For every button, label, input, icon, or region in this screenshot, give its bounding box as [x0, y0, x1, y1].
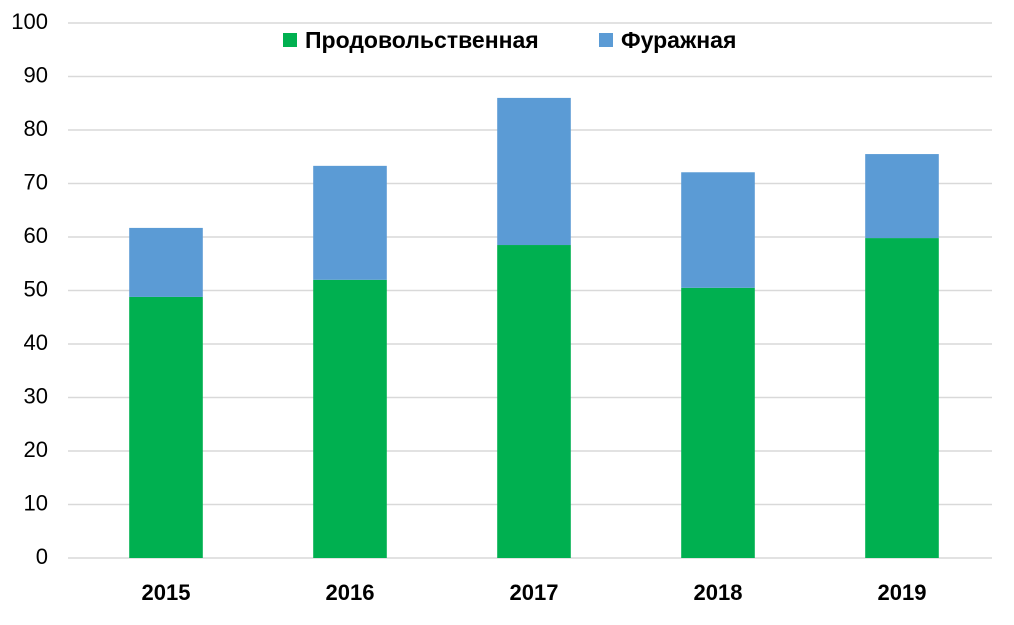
legend-label: Фуражная: [621, 27, 736, 53]
legend-swatch: [283, 33, 297, 47]
bar-segment: [129, 227, 203, 297]
bar-segment: [865, 154, 939, 239]
y-tick-label: 90: [24, 62, 48, 87]
y-tick-label: 40: [24, 330, 48, 355]
y-tick-label: 70: [24, 169, 48, 194]
x-tick-label: 2015: [142, 580, 191, 605]
bar-segment: [497, 245, 571, 558]
legend-label: Продовольственная: [305, 27, 539, 53]
bar-segment: [497, 97, 571, 246]
y-tick-label: 20: [24, 437, 48, 462]
bar-segment: [865, 238, 939, 558]
x-tick-label: 2016: [326, 580, 375, 605]
bar-segment: [681, 172, 755, 288]
y-tick-label: 100: [11, 9, 48, 34]
x-tick-label: 2018: [694, 580, 743, 605]
y-tick-label: 80: [24, 116, 48, 141]
x-tick-label: 2019: [878, 580, 927, 605]
y-tick-label: 10: [24, 490, 48, 515]
bar-segment: [681, 287, 755, 558]
x-tick-label: 2017: [510, 580, 559, 605]
bar-segment: [129, 296, 203, 558]
y-tick-label: 30: [24, 383, 48, 408]
bar-segment: [313, 279, 387, 558]
legend-swatch: [599, 33, 613, 47]
y-tick-label: 0: [36, 544, 48, 569]
y-tick-label: 60: [24, 223, 48, 248]
bar-segment: [313, 165, 387, 280]
y-tick-label: 50: [24, 276, 48, 301]
